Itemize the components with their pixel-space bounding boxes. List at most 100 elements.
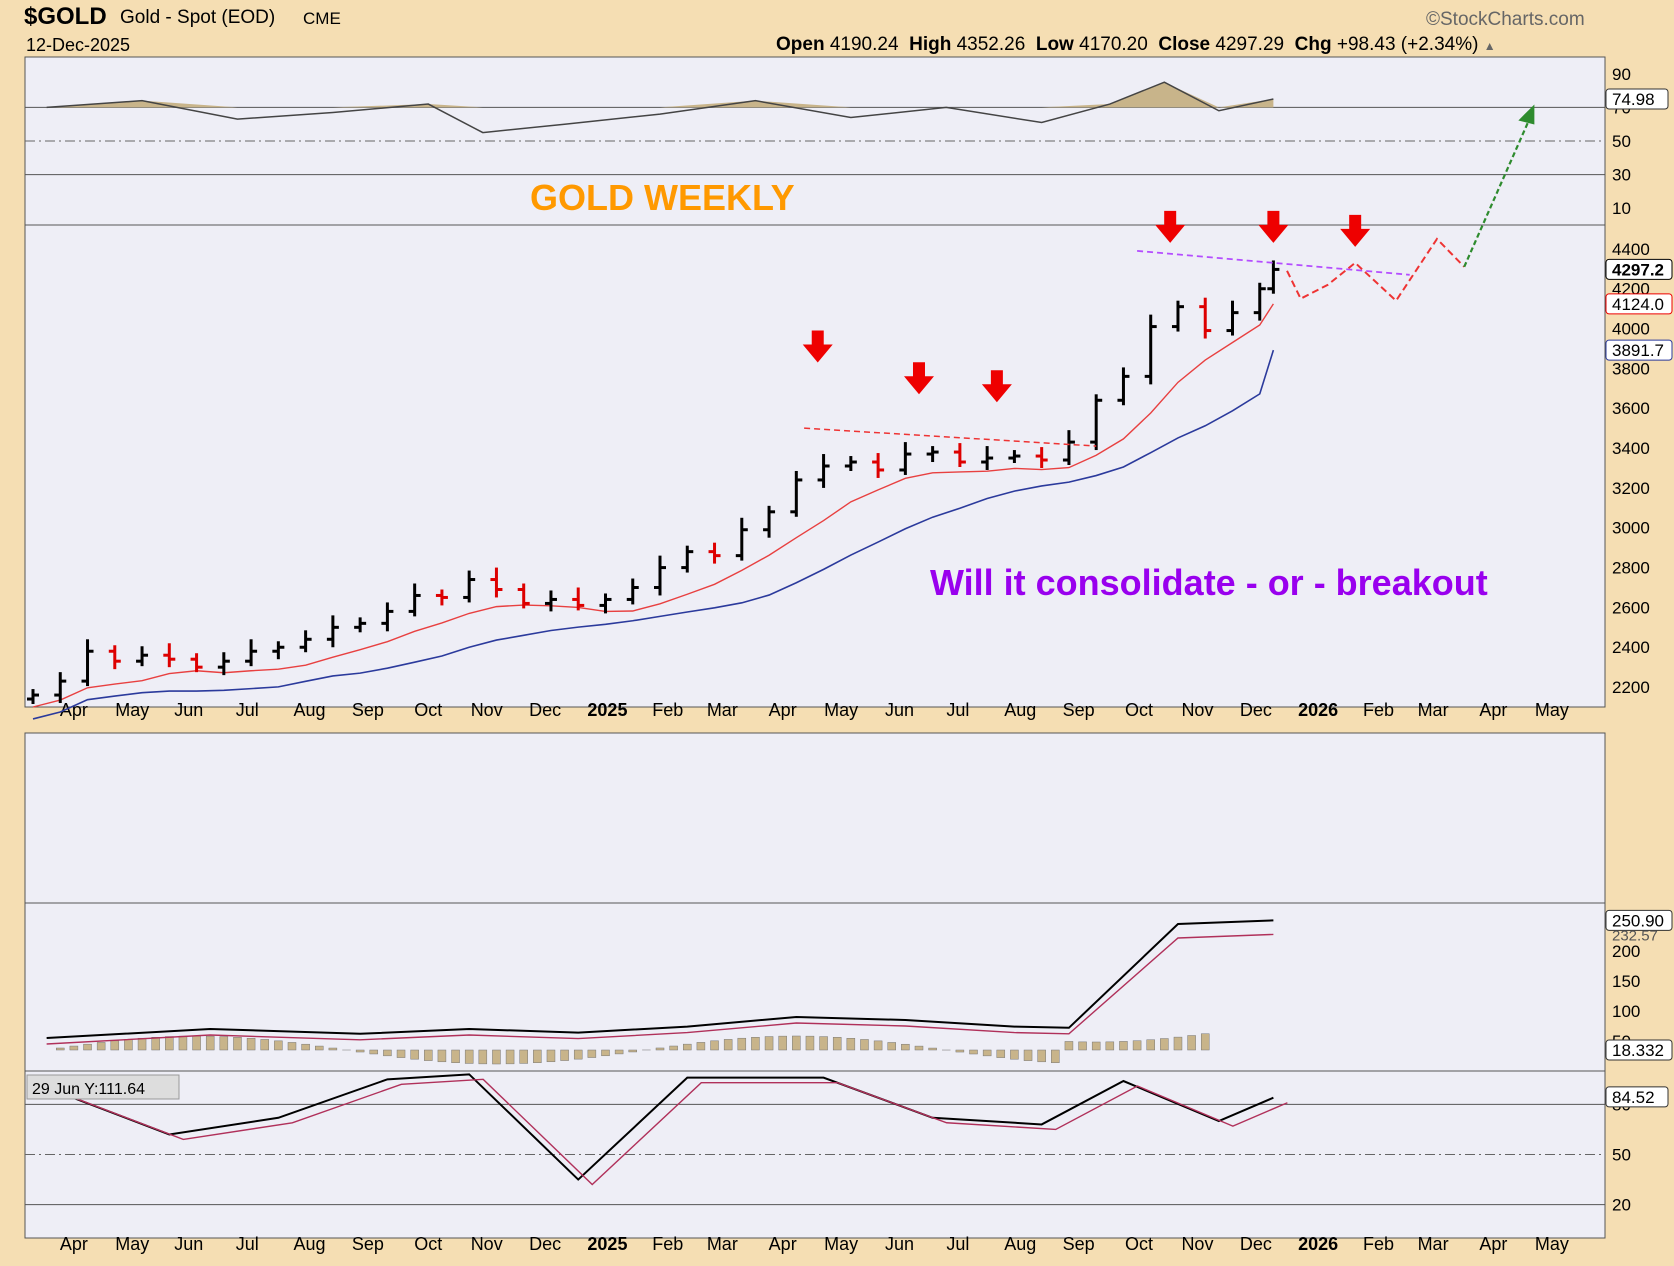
rsi-line [46,81,1274,134]
symbol-label: $GOLD [24,3,107,30]
pmo-histogram-bar [533,1049,542,1063]
pmo-histogram-bar [1051,1049,1060,1064]
chg-value: +98.43 (+2.34%) [1336,34,1479,55]
pmo-histogram-bar [1119,1041,1128,1051]
pmo-histogram-bar [260,1039,269,1051]
date-tick-label: Feb [1363,1234,1394,1254]
price-bar [381,602,394,632]
pmo-histogram-bar [437,1049,447,1063]
price-tick-label: 2400 [1612,638,1650,657]
date-tick-label: Apr [60,1234,88,1254]
price-bar [1253,282,1266,321]
pmo-histogram-bar [383,1049,392,1057]
pmo-line [46,919,1274,1039]
date-tick-label: Oct [414,700,442,720]
pmo-histogram-bar [955,1049,965,1053]
pmo-histogram-bar [1132,1040,1142,1051]
ma-slow-line [32,349,1275,720]
date-tick-label: Nov [471,700,503,720]
date-tick-label: May [1535,1234,1569,1254]
date-tick-label: Mar [1418,1234,1449,1254]
date-tick-label: Apr [1479,700,1507,720]
pmo-histogram-bar [1064,1041,1074,1051]
pmo-histogram-bar [192,1035,201,1051]
pmo-histogram-bar [314,1045,324,1051]
pmo-histogram-bar [1023,1049,1033,1061]
resistance-line-recent [1137,249,1410,276]
price-bar [872,453,885,478]
price-bar [1062,430,1075,466]
pmo-histogram-bar [1146,1039,1155,1051]
stoch-k-line [46,1073,1274,1181]
breakout-arrow-line [1463,111,1534,268]
ma-fast-value-box [1605,293,1673,315]
price-bar [163,643,176,668]
stoch-tick-label: 50 [1612,1146,1631,1165]
date-tick-label: Mar [707,700,738,720]
price-bar [136,646,149,667]
chg-label: Chg [1294,34,1332,55]
pmo-histogram-bar [301,1043,310,1051]
low-value: 4170.20 [1079,34,1148,55]
pmo-histogram-bar [246,1037,256,1051]
date-tick-label: Jun [885,1234,914,1254]
price-bar [299,630,312,653]
date-tick-label: Mar [707,1234,738,1254]
resistance-line-2025 [804,427,1097,447]
pmo-histogram-bar [996,1049,1006,1058]
pmo-histogram-bar [710,1040,719,1051]
rsi-tick-label: 90 [1612,65,1631,84]
price-bar [108,645,121,670]
price-bar [1144,314,1157,385]
stoch-last-value-box [1605,1086,1669,1108]
price-bar [354,617,367,633]
date-tick-label: 2026 [1298,700,1338,720]
pmo-histogram-bar [764,1036,774,1051]
price-tick-label: 2200 [1612,678,1650,697]
date-tick-label: Aug [293,700,325,720]
low-label: Low [1035,34,1074,55]
price-bar [708,542,721,564]
date-tick-label: Dec [1240,1234,1272,1254]
rsi-tick-label: 50 [1612,132,1631,151]
price-bar [245,639,258,667]
gold-weekly-title: GOLD WEEKLY [530,177,795,218]
pmo-histogram-bar [846,1037,856,1051]
price-bar [926,446,939,463]
date-tick-label: Jul [946,700,969,720]
price-bar [326,615,339,648]
pmo-histogram-bar [233,1037,242,1051]
price-panel [24,224,1606,708]
pmo-histogram-bar [410,1049,419,1060]
price-bar [272,641,285,660]
stoch-d-line [60,1078,1288,1186]
date-tick-label: May [115,1234,149,1254]
pmo-tick-label: 200 [1612,942,1640,961]
high-label: High [909,34,952,55]
pmo-histogram-bar [792,1035,801,1051]
price-bar [1199,297,1212,339]
date-tick-label: Nov [471,1234,503,1254]
price-tick-label: 2800 [1612,559,1650,578]
price-bar [572,587,585,611]
chg-up-icon: ▲ [1483,39,1496,53]
pmo-histogram-bar [560,1049,569,1061]
open-value: 4190.24 [829,34,899,55]
date-tick-label: Oct [414,1234,442,1254]
rsi-overbought-fill [46,82,1274,108]
price-bar [27,689,39,705]
pmo-histogram-bar [369,1049,379,1055]
date-tick-label: Sep [1063,700,1095,720]
pmo-histogram-bar [969,1049,978,1055]
pmo-histogram-bar [873,1040,883,1051]
ma-slow-value-box [1605,339,1673,361]
pmo-histogram-bar [492,1049,501,1065]
date-tick-label: Sep [1063,1234,1095,1254]
ma-slow-value-box-label: 3891.7 [1612,341,1664,360]
pmo-histogram-bar [832,1037,842,1051]
pmo-histogram-bar [655,1047,665,1051]
pmo-histogram-bar [69,1045,79,1051]
pmo-histogram-bar [901,1043,910,1051]
pmo-histogram-bar [96,1042,106,1051]
